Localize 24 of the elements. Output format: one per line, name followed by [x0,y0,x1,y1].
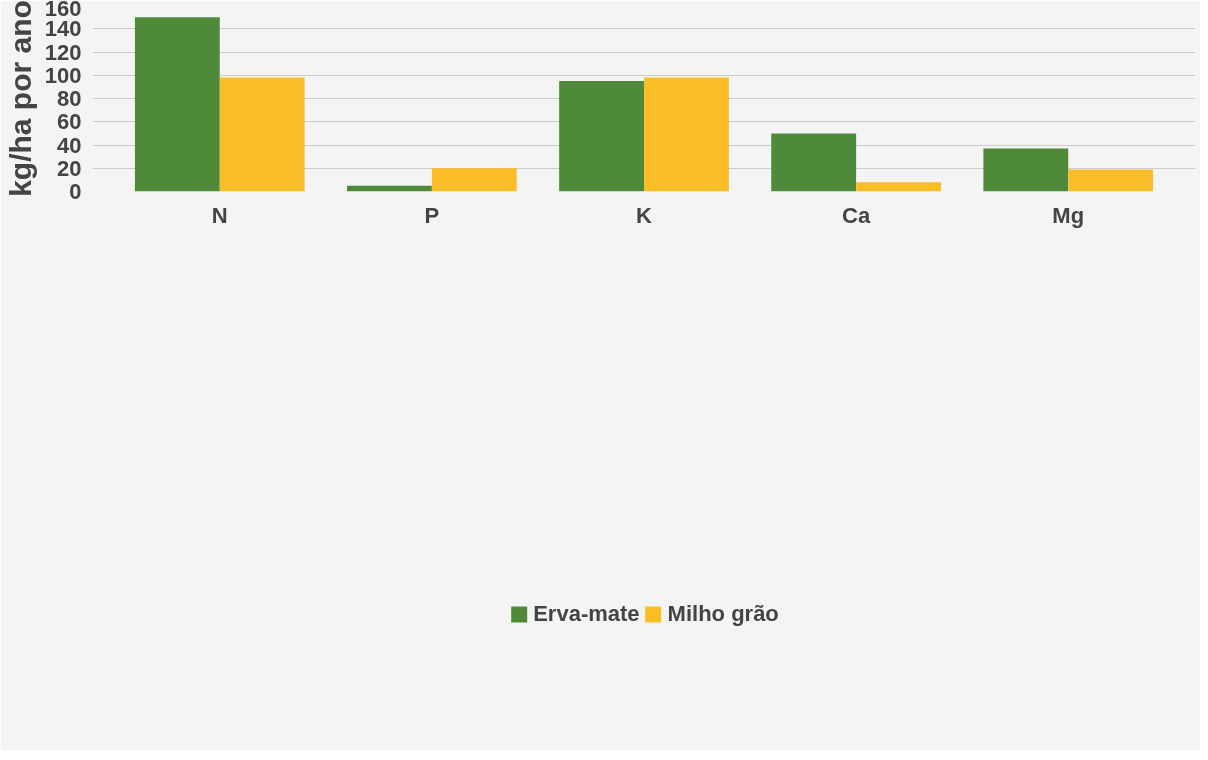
y-tick-label: 40 [57,132,82,158]
x-tick-label: Ca [842,202,871,228]
bar [644,77,729,192]
bar [983,148,1069,192]
y-tick-label: 120 [44,39,82,65]
legend-label: Milho grão [667,600,779,627]
x-tick-label: P [424,202,440,228]
bar [219,77,305,192]
y-tick-label: 60 [57,109,82,135]
bar [134,17,220,192]
bar [771,133,857,192]
bar [431,168,517,192]
y-tick-label: 100 [44,62,82,88]
legend-label: Erva-mate [533,600,640,627]
y-tick-label: 0 [69,179,82,204]
x-tick-label: Mg [1052,202,1085,228]
x-tick-label: N [211,202,228,228]
bar [1068,169,1154,192]
bar [856,182,941,192]
y-axis-title: kg/ha por ano [3,0,37,197]
bar [559,81,644,192]
y-tick-label: 80 [57,86,82,111]
x-tick-label: K [636,202,653,228]
y-tick-label: 20 [57,155,82,181]
